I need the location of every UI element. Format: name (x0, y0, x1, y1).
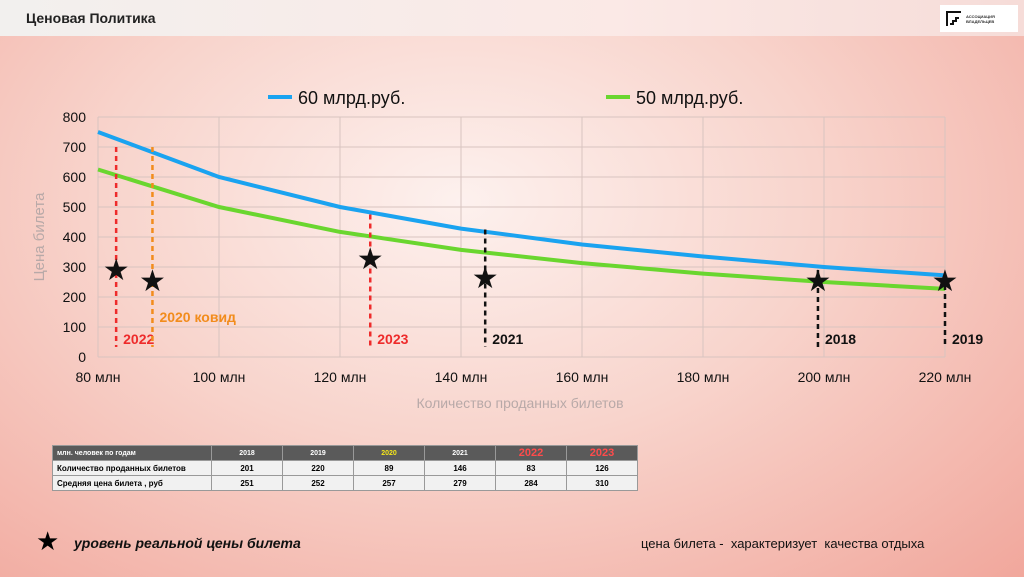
star-marker: ★ (472, 262, 499, 295)
star-marker: ★ (139, 265, 166, 298)
x-tick-label: 160 млн (556, 369, 609, 385)
x-tick-label: 120 млн (314, 369, 367, 385)
data-table: млн. человек по годам 2018 2019 2020 2021 202… (52, 445, 638, 491)
x-tick-label: 100 млн (193, 369, 246, 385)
table-cell: 279 (424, 475, 496, 491)
page-title: Ценовая Политика (26, 10, 156, 26)
table-cell: 251 (211, 475, 283, 491)
table-header-cell: 2023 (566, 445, 638, 461)
x-axis-label: Количество проданных билетов (416, 395, 623, 411)
table-cell: 284 (495, 475, 567, 491)
table-cell: Средняя цена билета , руб (52, 475, 212, 491)
header-bar: Ценовая Политика АССОЦИАЦИЯ ВЛАДЕЛЬЦЕВ (0, 0, 1024, 36)
table-cell: 146 (424, 460, 496, 476)
table-cell: 126 (566, 460, 638, 476)
table-cell: 220 (282, 460, 354, 476)
star-marker: ★ (357, 243, 384, 276)
y-tick-label: 500 (63, 199, 87, 215)
marker-label: 2019 (952, 331, 983, 347)
legend-label: 50 млрд.руб. (636, 88, 743, 108)
x-tick-label: 200 млн (798, 369, 851, 385)
series-line-1 (97, 130, 946, 278)
marker-label: 2023 (377, 331, 408, 347)
table-header-cell: 2019 (282, 445, 354, 461)
marker-label: 2018 (825, 331, 856, 347)
stairs-logo-icon (946, 10, 961, 26)
table-cell: 83 (495, 460, 567, 476)
footer-note: цена билета - характеризует качества отд… (641, 536, 925, 551)
y-tick-label: 800 (63, 109, 87, 125)
star-marker: ★ (804, 265, 831, 298)
star-icon: ★ (36, 526, 60, 556)
table-header-cell: 2021 (424, 445, 496, 461)
table-cell: 257 (353, 475, 425, 491)
y-tick-label: 300 (63, 259, 87, 275)
marker-label: 2021 (492, 331, 523, 347)
y-axis-label: Цена билета (31, 192, 48, 282)
x-tick-label: 220 млн (919, 369, 972, 385)
logo: АССОЦИАЦИЯ ВЛАДЕЛЬЦЕВ (940, 5, 1018, 32)
series-line-2 (97, 167, 946, 291)
table-header-cell: 2018 (211, 445, 283, 461)
y-tick-label: 200 (63, 289, 87, 305)
table-header-cell: 2020 (353, 445, 425, 461)
legend-label: 60 млрд.руб. (298, 88, 405, 108)
y-tick-label: 400 (63, 229, 87, 245)
y-tick-label: 0 (78, 349, 86, 365)
y-tick-label: 700 (63, 139, 87, 155)
table-header-cell: 2022 (495, 445, 567, 461)
table-cell: 201 (211, 460, 283, 476)
y-tick-label: 100 (63, 319, 87, 335)
table-cell: Количество проданных билетов (52, 460, 212, 476)
x-tick-label: 180 млн (677, 369, 730, 385)
star-marker: ★ (103, 254, 130, 287)
table-header-cell: млн. человек по годам (52, 445, 212, 461)
table-cell: 89 (353, 460, 425, 476)
marker-label: 2020 ковид (159, 309, 236, 325)
x-tick-label: 80 млн (76, 369, 121, 385)
y-tick-label: 600 (63, 169, 87, 185)
star-marker: ★ (932, 265, 959, 298)
table-cell: 310 (566, 475, 638, 491)
star-legend-label: уровень реальной цены билета (74, 535, 301, 551)
x-tick-label: 140 млн (435, 369, 488, 385)
table-cell: 252 (282, 475, 354, 491)
marker-label: 2022 (123, 331, 154, 347)
